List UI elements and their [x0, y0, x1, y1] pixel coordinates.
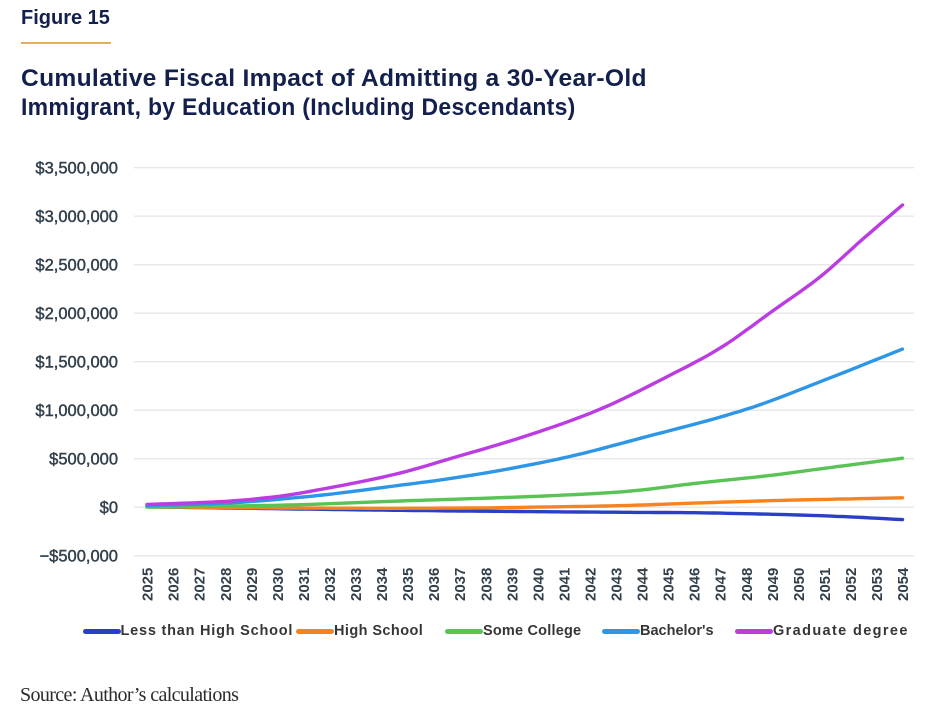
svg-text:$2,000,000: $2,000,000 [35, 305, 118, 323]
svg-text:$1,000,000: $1,000,000 [35, 402, 118, 420]
svg-text:$500,000: $500,000 [49, 451, 118, 469]
svg-text:$1,500,000: $1,500,000 [35, 354, 118, 372]
svg-text:2053: 2053 [869, 568, 886, 601]
svg-text:2029: 2029 [244, 568, 261, 601]
svg-text:2031: 2031 [296, 568, 313, 601]
svg-text:2048: 2048 [739, 568, 756, 601]
svg-text:2035: 2035 [400, 568, 417, 601]
svg-text:2047: 2047 [713, 568, 730, 601]
svg-text:2037: 2037 [452, 568, 469, 601]
svg-text:2034: 2034 [374, 567, 391, 601]
svg-text:2039: 2039 [504, 568, 521, 601]
svg-text:2040: 2040 [530, 568, 547, 601]
svg-text:−$500,000: −$500,000 [40, 548, 118, 566]
svg-text:2041: 2041 [556, 568, 573, 601]
svg-text:2026: 2026 [166, 568, 183, 601]
svg-text:2038: 2038 [478, 568, 495, 601]
svg-text:2050: 2050 [791, 568, 808, 601]
svg-text:$3,500,000: $3,500,000 [35, 160, 118, 178]
svg-text:2030: 2030 [270, 568, 287, 601]
svg-text:2027: 2027 [192, 568, 209, 601]
svg-text:2042: 2042 [583, 568, 600, 601]
svg-text:2052: 2052 [843, 568, 860, 601]
svg-text:$2,500,000: $2,500,000 [35, 257, 118, 275]
svg-text:2049: 2049 [765, 568, 782, 601]
svg-text:2051: 2051 [817, 568, 834, 601]
svg-text:2025: 2025 [140, 568, 157, 601]
svg-text:$0: $0 [100, 499, 118, 517]
svg-text:2033: 2033 [348, 568, 365, 601]
svg-text:2043: 2043 [609, 568, 626, 601]
svg-text:2032: 2032 [322, 568, 339, 601]
svg-text:2044: 2044 [635, 567, 652, 601]
svg-text:2046: 2046 [687, 568, 704, 601]
svg-text:2045: 2045 [661, 568, 678, 601]
svg-text:2028: 2028 [218, 568, 235, 601]
svg-text:2036: 2036 [426, 568, 443, 601]
svg-text:2054: 2054 [895, 567, 912, 601]
svg-text:$3,000,000: $3,000,000 [35, 208, 118, 226]
